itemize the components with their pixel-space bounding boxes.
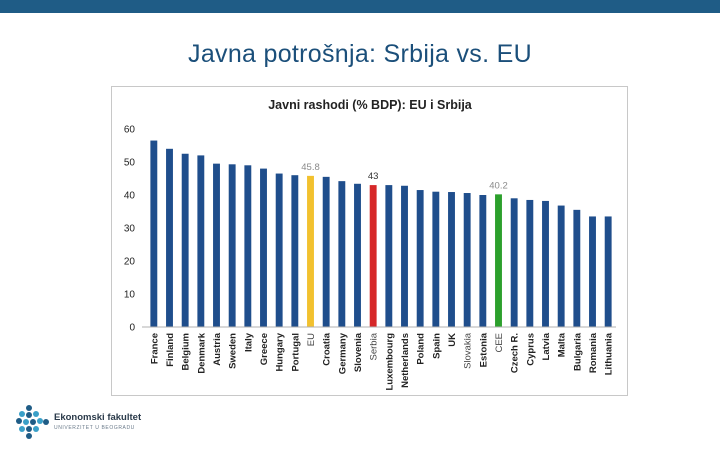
chart-title: Javni rashodi (% BDP): EU i Srbija	[268, 98, 473, 112]
bar-france	[150, 140, 158, 327]
bar-slovenia	[354, 183, 361, 327]
bar-uk	[448, 192, 455, 327]
x-tick-label: Serbia	[369, 332, 380, 360]
bar-italy	[244, 165, 252, 327]
bar-chart: Javni rashodi (% BDP): EU i Srbija 0 10 20…	[124, 98, 616, 391]
x-tick-label: Bulgaria	[572, 332, 583, 371]
bar-luxembourg	[385, 185, 393, 327]
bar-slovakia	[463, 193, 471, 327]
bar-sweden	[228, 164, 236, 327]
x-tick-label: Netherlands	[400, 333, 411, 388]
bar-cyprus	[526, 199, 534, 327]
x-axis: France Finland Belgium Denmark Austria Sweden…	[142, 326, 616, 391]
x-tick-label: Czech R.	[510, 333, 521, 373]
bar-finland	[166, 148, 173, 327]
x-tick-label: EU	[306, 333, 317, 346]
data-label-serbia: 43	[368, 171, 379, 182]
y-tick-label: 40	[124, 191, 136, 202]
x-tick-label: Cyprus	[525, 333, 536, 366]
x-tick-label: Italy	[243, 332, 254, 352]
x-tick-label: Luxembourg	[384, 333, 395, 391]
x-tick-label: Estonia	[478, 332, 489, 367]
logo-name: Ekonomski fakultet	[54, 412, 142, 423]
bar-hungary	[275, 173, 283, 327]
data-label-eu: 45.8	[301, 162, 320, 173]
x-tick-label: UK	[447, 333, 458, 347]
x-tick-label: Austria	[212, 332, 223, 365]
data-label-cee: 40.2	[489, 180, 508, 191]
y-tick-label: 10	[124, 290, 136, 301]
bars-group	[150, 140, 612, 327]
x-tick-label: Poland	[416, 333, 427, 365]
bar-romania	[589, 216, 596, 327]
bar-belgium	[181, 153, 189, 327]
bar-netherlands	[401, 185, 408, 327]
bar-malta	[557, 205, 565, 327]
bar-denmark	[197, 155, 205, 327]
bar-spain	[432, 191, 440, 327]
logo-subtitle: UNIVERZITET U BEOGRADU	[54, 425, 135, 431]
chart-container: Javni rashodi (% BDP): EU i Srbija 0 10 20…	[111, 86, 628, 396]
bar-czech-r	[510, 198, 518, 327]
bar-serbia	[369, 185, 377, 327]
y-axis: 0 10 20 30 40 50 60	[124, 125, 136, 334]
y-tick-label: 60	[124, 125, 136, 136]
bar-cee	[495, 194, 502, 327]
x-tick-label: France	[149, 333, 160, 364]
y-tick-label: 30	[124, 224, 136, 235]
x-tick-label: Latvia	[541, 332, 552, 360]
bar-bulgaria	[573, 209, 581, 327]
bar-greece	[260, 168, 267, 327]
bar-croatia	[322, 176, 330, 327]
bar-lithuania	[604, 216, 612, 327]
bar-latvia	[542, 200, 549, 327]
x-tick-label: Greece	[259, 333, 270, 365]
x-tick-label: Croatia	[322, 332, 333, 365]
x-tick-label: Slovakia	[463, 332, 474, 369]
bar-austria	[213, 163, 220, 327]
x-tick-label: Hungary	[275, 332, 286, 371]
x-tick-label: Belgium	[181, 333, 192, 370]
x-tick-label: Slovenia	[353, 332, 364, 372]
x-tick-label: CEE	[494, 333, 505, 353]
x-tick-label: Denmark	[196, 332, 207, 373]
y-tick-label: 50	[124, 158, 136, 169]
bar-portugal	[291, 175, 299, 327]
x-tick-label: Portugal	[290, 333, 301, 372]
x-tick-label: Sweden	[228, 333, 239, 369]
bar-poland	[416, 190, 424, 327]
x-tick-label: Romania	[588, 332, 599, 373]
x-tick-label: Malta	[557, 332, 568, 357]
top-accent-bar	[0, 0, 720, 13]
x-tick-label: Germany	[337, 332, 348, 374]
bar-estonia	[479, 195, 487, 327]
x-tick-label: Lithuania	[604, 332, 615, 375]
bar-germany	[338, 181, 346, 327]
slide-title: Javna potrošnja: Srbija vs. EU	[188, 40, 532, 68]
data-labels-group: 45.8 43 40.2	[301, 162, 508, 191]
bar-eu	[307, 175, 314, 327]
x-tick-label: Spain	[431, 333, 442, 359]
y-tick-label: 0	[129, 323, 135, 334]
y-tick-label: 20	[124, 257, 136, 268]
x-tick-label: Finland	[165, 333, 176, 367]
logo-mark-icon	[16, 405, 49, 439]
